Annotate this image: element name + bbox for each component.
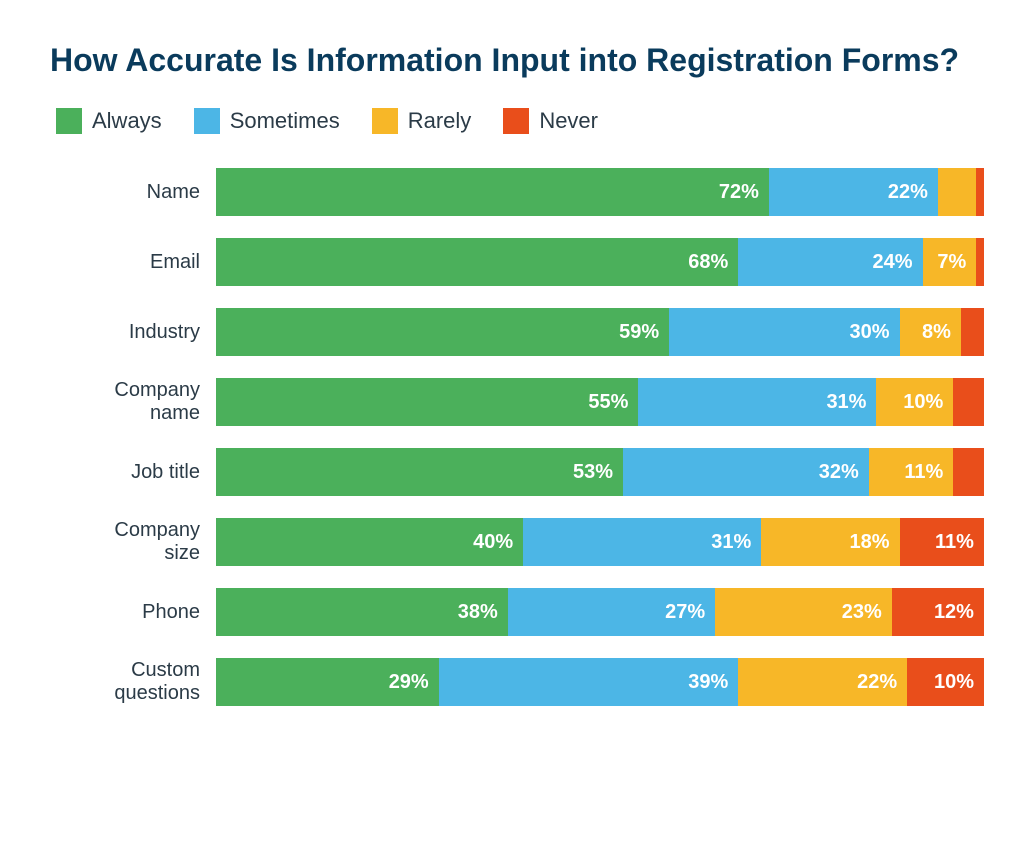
legend: Always Sometimes Rarely Never: [50, 108, 984, 134]
chart-title: How Accurate Is Information Input into R…: [50, 40, 984, 80]
legend-item-always: Always: [56, 108, 162, 134]
bar-segment-never: [953, 448, 984, 496]
row-label: Customquestions: [50, 659, 216, 705]
segment-value: 11%: [935, 531, 974, 554]
row-label: Job title: [50, 461, 216, 484]
legend-item-never: Never: [503, 108, 598, 134]
bar-segment-rarely: 10%: [876, 378, 953, 426]
segment-value: 8%: [922, 321, 951, 344]
row-label: Name: [50, 181, 216, 204]
segment-value: 10%: [903, 391, 943, 414]
bar-segment-rarely: 11%: [869, 448, 953, 496]
legend-label: Always: [92, 108, 162, 134]
bar-segment-sometimes: 31%: [638, 378, 876, 426]
chart-container: How Accurate Is Information Input into R…: [0, 0, 1024, 756]
segment-value: 24%: [873, 251, 913, 274]
bar-segment-never: 11%: [900, 518, 984, 566]
segment-value: 22%: [857, 671, 897, 694]
legend-label: Rarely: [408, 108, 472, 134]
bar-segment-sometimes: 32%: [623, 448, 869, 496]
bar-segment-sometimes: 31%: [523, 518, 761, 566]
row-label: Email: [50, 251, 216, 274]
segment-value: 18%: [849, 531, 889, 554]
stacked-bar: 55% 31% 10%: [216, 378, 984, 426]
bar-segment-sometimes: 24%: [738, 238, 922, 286]
bar-segment-sometimes: 39%: [439, 658, 739, 706]
bar-segment-always: 29%: [216, 658, 439, 706]
bar-segment-sometimes: 22%: [769, 168, 938, 216]
bar-segment-rarely: 23%: [715, 588, 892, 636]
stacked-bar: 68% 24% 7%: [216, 238, 984, 286]
segment-value: 32%: [819, 461, 859, 484]
bar-row: Companysize 40% 31% 18% 11%: [50, 518, 984, 566]
bar-segment-always: 55%: [216, 378, 638, 426]
legend-label: Sometimes: [230, 108, 340, 134]
legend-swatch-never: [503, 108, 529, 134]
segment-value: 11%: [904, 461, 943, 484]
bar-segment-always: 38%: [216, 588, 508, 636]
segment-value: 40%: [473, 531, 513, 554]
segment-value: 72%: [719, 181, 759, 204]
segment-value: 55%: [588, 391, 628, 414]
stacked-bar: 29% 39% 22% 10%: [216, 658, 984, 706]
bar-segment-never: 12%: [892, 588, 984, 636]
bar-row: Industry 59% 30% 8%: [50, 308, 984, 356]
bar-segment-rarely: [938, 168, 976, 216]
bar-rows: Name 72% 22% Email 68% 24% 7% Industry 59% 30% 8% C…: [50, 168, 984, 706]
bar-segment-always: 40%: [216, 518, 523, 566]
segment-value: 31%: [711, 531, 751, 554]
legend-item-sometimes: Sometimes: [194, 108, 340, 134]
segment-value: 29%: [389, 671, 429, 694]
bar-row: Customquestions 29% 39% 22% 10%: [50, 658, 984, 706]
segment-value: 39%: [688, 671, 728, 694]
bar-segment-never: [976, 238, 984, 286]
segment-value: 23%: [842, 601, 882, 624]
bar-row: Email 68% 24% 7%: [50, 238, 984, 286]
stacked-bar: 59% 30% 8%: [216, 308, 984, 356]
row-label: Industry: [50, 321, 216, 344]
stacked-bar: 72% 22%: [216, 168, 984, 216]
bar-row: Phone 38% 27% 23% 12%: [50, 588, 984, 636]
bar-segment-rarely: 18%: [761, 518, 899, 566]
stacked-bar: 40% 31% 18% 11%: [216, 518, 984, 566]
segment-value: 12%: [934, 601, 974, 624]
legend-swatch-rarely: [372, 108, 398, 134]
segment-value: 7%: [937, 251, 966, 274]
segment-value: 31%: [826, 391, 866, 414]
bar-segment-always: 72%: [216, 168, 769, 216]
bar-segment-always: 53%: [216, 448, 623, 496]
stacked-bar: 38% 27% 23% 12%: [216, 588, 984, 636]
bar-segment-never: [961, 308, 984, 356]
bar-segment-sometimes: 30%: [669, 308, 899, 356]
legend-label: Never: [539, 108, 598, 134]
bar-segment-never: 10%: [907, 658, 984, 706]
bar-row: Job title 53% 32% 11%: [50, 448, 984, 496]
stacked-bar: 53% 32% 11%: [216, 448, 984, 496]
row-label: Phone: [50, 601, 216, 624]
segment-value: 38%: [458, 601, 498, 624]
segment-value: 68%: [688, 251, 728, 274]
bar-segment-never: [976, 168, 984, 216]
segment-value: 10%: [934, 671, 974, 694]
bar-segment-rarely: 8%: [900, 308, 961, 356]
bar-row: Companyname 55% 31% 10%: [50, 378, 984, 426]
bar-row: Name 72% 22%: [50, 168, 984, 216]
bar-segment-always: 68%: [216, 238, 738, 286]
bar-segment-sometimes: 27%: [508, 588, 715, 636]
row-label: Companyname: [50, 379, 216, 425]
bar-segment-rarely: 7%: [923, 238, 977, 286]
legend-swatch-sometimes: [194, 108, 220, 134]
segment-value: 30%: [849, 321, 889, 344]
row-label: Companysize: [50, 519, 216, 565]
segment-value: 22%: [888, 181, 928, 204]
segment-value: 53%: [573, 461, 613, 484]
bar-segment-rarely: 22%: [738, 658, 907, 706]
legend-swatch-always: [56, 108, 82, 134]
bar-segment-always: 59%: [216, 308, 669, 356]
segment-value: 59%: [619, 321, 659, 344]
segment-value: 27%: [665, 601, 705, 624]
legend-item-rarely: Rarely: [372, 108, 472, 134]
bar-segment-never: [953, 378, 984, 426]
